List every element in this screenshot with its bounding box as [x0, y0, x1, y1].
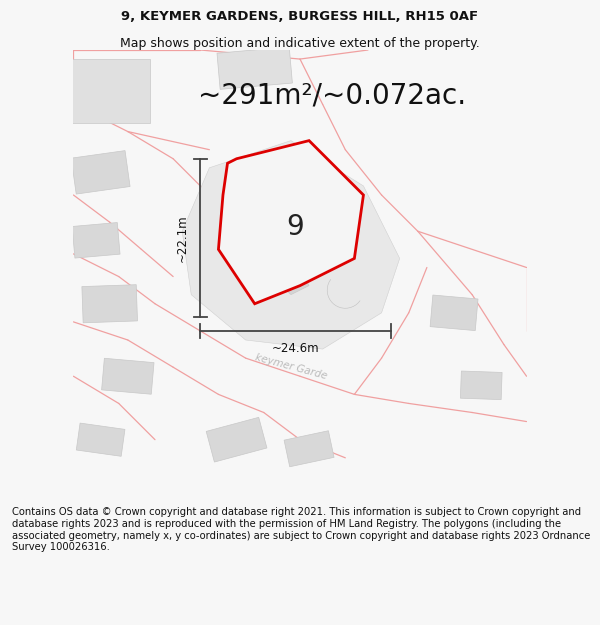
Polygon shape [82, 284, 137, 323]
Polygon shape [430, 295, 478, 331]
Polygon shape [72, 222, 120, 258]
Polygon shape [76, 423, 125, 456]
Polygon shape [218, 141, 364, 304]
Polygon shape [69, 59, 151, 122]
Text: ~24.6m: ~24.6m [272, 342, 319, 355]
Text: keymer Garde: keymer Garde [254, 352, 328, 382]
Text: Map shows position and indicative extent of the property.: Map shows position and indicative extent… [120, 38, 480, 51]
Polygon shape [71, 151, 130, 194]
Polygon shape [206, 418, 267, 462]
Text: 9: 9 [287, 213, 304, 241]
Polygon shape [460, 371, 502, 399]
Polygon shape [236, 168, 346, 276]
Polygon shape [217, 47, 292, 89]
Polygon shape [284, 431, 334, 467]
Text: Contains OS data © Crown copyright and database right 2021. This information is : Contains OS data © Crown copyright and d… [12, 508, 590, 552]
Polygon shape [101, 358, 154, 394]
Text: ~291m²/~0.072ac.: ~291m²/~0.072ac. [197, 81, 466, 109]
Polygon shape [182, 141, 400, 349]
Text: ~22.1m: ~22.1m [176, 214, 189, 262]
Text: 9, KEYMER GARDENS, BURGESS HILL, RH15 0AF: 9, KEYMER GARDENS, BURGESS HILL, RH15 0A… [121, 10, 479, 23]
Polygon shape [273, 268, 309, 294]
